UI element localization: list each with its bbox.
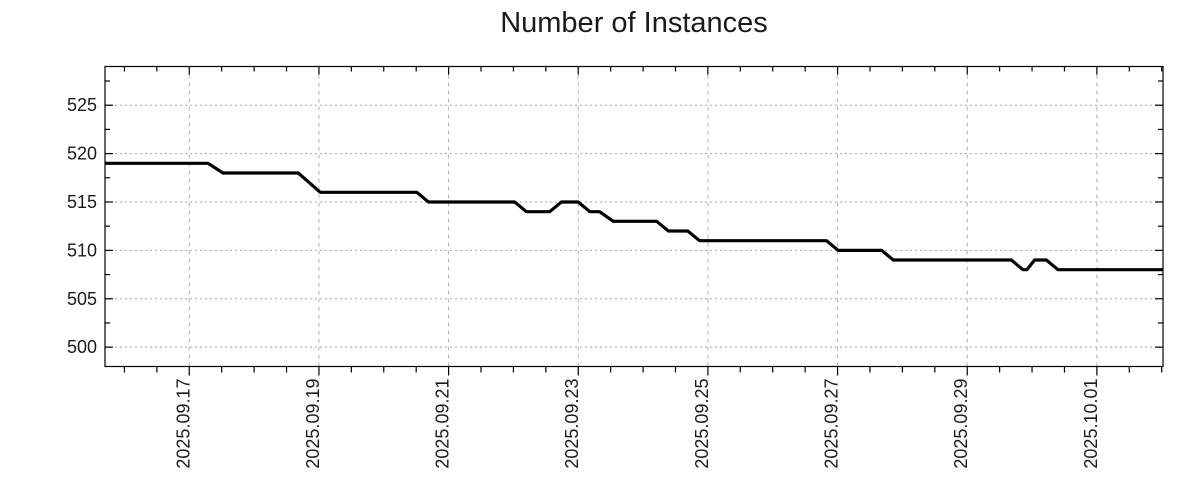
x-tick-label: 2025.09.21: [433, 379, 453, 469]
x-tick-label: 2025.09.23: [562, 379, 582, 469]
y-tick-label: 520: [67, 144, 97, 164]
y-tick-label: 510: [67, 240, 97, 260]
y-tick-label: 500: [67, 337, 97, 357]
plot-border: [104, 65, 1164, 368]
y-tick-label: 505: [67, 289, 97, 309]
chart-title: Number of Instances: [500, 7, 768, 39]
x-tick-label: 2025.09.17: [173, 379, 193, 469]
data-series-line: [105, 161, 1163, 272]
y-tick-label: 515: [67, 192, 97, 212]
x-tick-label: 2025.09.25: [692, 379, 712, 469]
x-tick-label: 2025.10.01: [1081, 379, 1101, 469]
x-tick-label: 2025.09.19: [303, 379, 323, 469]
x-tick-label: 2025.09.29: [951, 379, 971, 469]
x-tick-label: 2025.09.27: [822, 379, 842, 469]
y-tick-label: 525: [67, 95, 97, 115]
